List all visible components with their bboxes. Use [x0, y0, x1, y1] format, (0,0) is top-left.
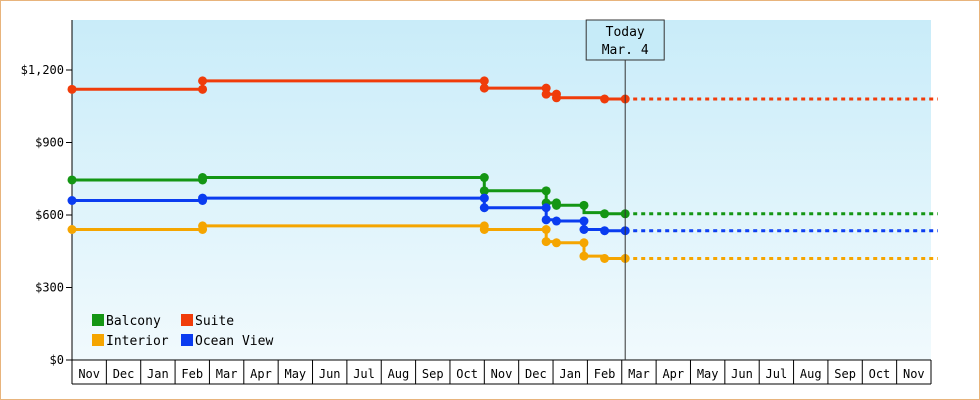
data-point-interior	[198, 221, 208, 231]
x-tick-label: Jan	[559, 367, 581, 381]
data-point-interior	[579, 251, 589, 261]
data-point-suite	[551, 93, 561, 103]
y-tick-label: $900	[35, 136, 64, 150]
data-point-interior	[541, 237, 551, 247]
data-point-suite	[479, 76, 489, 86]
legend-swatch-ocean-view	[181, 334, 193, 346]
data-point-ocean-view	[198, 193, 208, 203]
x-tick-label: Aug	[800, 367, 822, 381]
x-tick-label: Nov	[903, 367, 925, 381]
data-point-ocean-view	[479, 193, 489, 203]
x-tick-label: Feb	[181, 367, 203, 381]
legend-swatch-balcony	[92, 314, 104, 326]
x-tick-label: Jul	[353, 367, 375, 381]
data-point-balcony	[579, 200, 589, 210]
x-tick-label: Aug	[388, 367, 410, 381]
x-tick-label: Apr	[662, 367, 684, 381]
data-point-suite	[198, 76, 208, 86]
data-point-ocean-view	[541, 215, 551, 225]
x-tick-label: Sep	[422, 367, 444, 381]
x-tick-label: Nov	[78, 367, 100, 381]
x-tick-label: Dec	[113, 367, 135, 381]
data-point-suite	[600, 94, 610, 104]
data-point-ocean-view	[579, 225, 589, 234]
today-label: Today	[606, 25, 645, 40]
data-point-interior	[600, 254, 610, 263]
x-tick-label: Jun	[319, 367, 341, 381]
x-tick-label: Apr	[250, 367, 272, 381]
today-box	[585, 19, 665, 61]
y-tick-label: $1,200	[21, 63, 64, 77]
data-point-suite	[541, 89, 551, 99]
legend-label-balcony: Balcony	[106, 314, 161, 329]
data-point-balcony	[198, 173, 208, 183]
data-point-balcony	[67, 175, 77, 185]
y-tick-label: $600	[35, 208, 64, 222]
series-interior	[67, 221, 938, 263]
data-point-balcony	[600, 209, 610, 219]
legend-label-interior: Interior	[106, 334, 169, 349]
y-tick-label: $300	[35, 281, 64, 295]
data-point-interior	[579, 238, 589, 248]
x-tick-label: Jul	[766, 367, 788, 381]
legend-label-suite: Suite	[195, 314, 234, 329]
data-point-ocean-view	[479, 203, 489, 213]
data-point-balcony	[551, 200, 561, 210]
data-point-ocean-view	[579, 216, 589, 226]
legend-swatch-interior	[92, 334, 104, 346]
x-tick-label: Oct	[456, 367, 478, 381]
x-tick-label: Sep	[834, 367, 856, 381]
x-tick-label: Feb	[594, 367, 616, 381]
data-point-suite	[67, 84, 77, 94]
data-point-balcony	[479, 186, 489, 196]
series-suite	[67, 76, 938, 104]
data-point-ocean-view	[600, 226, 610, 236]
data-point-suite	[479, 83, 489, 93]
x-tick-label: May	[284, 367, 306, 381]
x-tick-label: Oct	[869, 367, 891, 381]
data-point-interior	[541, 225, 551, 234]
x-tick-label: Nov	[491, 367, 513, 381]
series-balcony	[67, 173, 938, 219]
data-point-interior	[67, 225, 77, 234]
data-point-ocean-view	[541, 203, 551, 213]
data-point-ocean-view	[551, 216, 561, 226]
today-date: Mar. 4	[602, 43, 649, 58]
x-tick-label: Jun	[731, 367, 753, 381]
x-tick-label: Mar	[216, 367, 238, 381]
y-tick-label: $0	[50, 353, 64, 367]
x-tick-label: Jan	[147, 367, 169, 381]
x-tick-label: Dec	[525, 367, 547, 381]
data-point-interior	[551, 238, 561, 248]
x-tick-label: Mar	[628, 367, 650, 381]
x-tick-label: May	[697, 367, 719, 381]
data-point-balcony	[541, 186, 551, 196]
legend-swatch-suite	[181, 314, 193, 326]
data-point-balcony	[479, 173, 489, 183]
data-point-interior	[479, 225, 489, 234]
data-point-ocean-view	[67, 196, 77, 205]
series-ocean-view	[67, 193, 938, 236]
data-point-suite	[198, 84, 208, 94]
legend-label-ocean-view: Ocean View	[195, 334, 273, 349]
